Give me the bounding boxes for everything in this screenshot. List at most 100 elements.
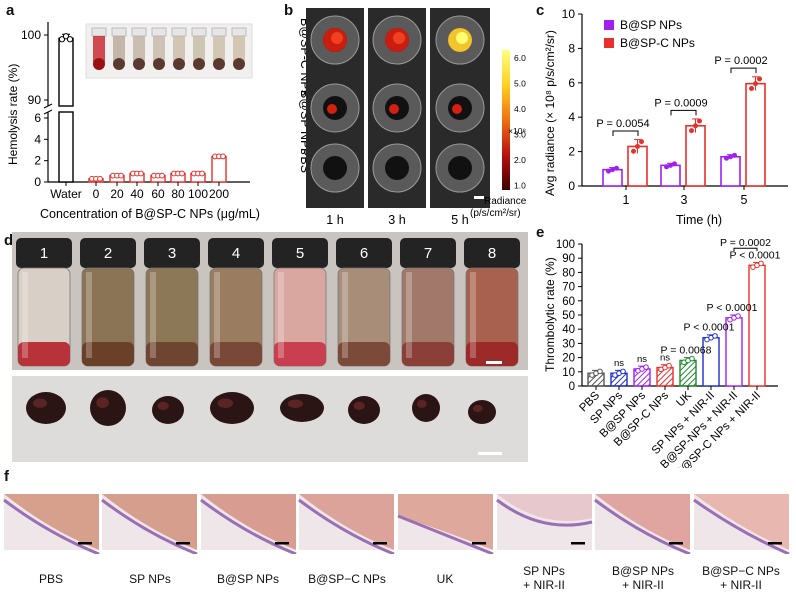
data-point bbox=[643, 364, 649, 370]
bar-thrombolytic bbox=[748, 264, 766, 387]
radiance-signal bbox=[452, 104, 462, 114]
bar-bsp bbox=[660, 164, 681, 187]
scale-bar bbox=[78, 542, 92, 545]
data-point bbox=[735, 313, 741, 319]
tissue-border bbox=[3, 498, 100, 554]
vial-sediment bbox=[402, 342, 454, 366]
scale-bar bbox=[486, 361, 502, 364]
data-point bbox=[97, 175, 103, 182]
data-point bbox=[712, 333, 718, 339]
vial-glare bbox=[342, 272, 348, 358]
radiance-bar-chart: 0 2 4 6 8 10 1 3 5 P = 0.0054 P = 0.0009 P = 0.000… bbox=[543, 7, 788, 227]
colorbar bbox=[502, 50, 510, 190]
x-tick-label: Water bbox=[50, 187, 82, 201]
tube-pellet bbox=[133, 58, 145, 70]
clot bbox=[323, 156, 347, 180]
data-point bbox=[635, 143, 640, 149]
caption-line-1: B@SP NPs bbox=[217, 572, 279, 586]
panel-letter-b: b bbox=[284, 2, 294, 19]
tissue-border bbox=[594, 498, 691, 554]
vial-glare bbox=[214, 272, 220, 358]
clot-highlight bbox=[217, 398, 234, 408]
vial-photo-panel: 1 2 3 4 5 6 7 8 bbox=[12, 232, 528, 462]
vial-glare bbox=[406, 272, 412, 358]
clot-sample bbox=[468, 400, 496, 424]
data-point bbox=[757, 76, 762, 82]
y-tick-label: 6 bbox=[568, 76, 575, 90]
tube-body bbox=[93, 36, 105, 62]
vial-sediment bbox=[338, 342, 390, 366]
tube-body bbox=[153, 36, 165, 62]
tube-pellet bbox=[173, 58, 185, 70]
scale-bar bbox=[275, 542, 289, 545]
vial-sediment bbox=[82, 342, 134, 366]
y-tick-label: 0 bbox=[568, 179, 575, 193]
histology-caption: PBS bbox=[2, 572, 100, 586]
histology-caption: B@SP NPs bbox=[199, 572, 297, 586]
significance-label: P = 0.0068 bbox=[661, 344, 712, 356]
clot-highlight bbox=[416, 399, 427, 408]
clot-sample bbox=[152, 396, 184, 424]
vial-sediment bbox=[146, 342, 198, 366]
y-tick-label: 100 bbox=[556, 239, 575, 251]
y-tick-label: 6 bbox=[34, 111, 41, 125]
tube-pellet bbox=[153, 58, 165, 70]
data-point bbox=[138, 170, 144, 177]
vial-sediment bbox=[466, 342, 518, 366]
tissue-border bbox=[496, 498, 593, 527]
significance-label: P < 0.0001 bbox=[684, 322, 735, 334]
data-point bbox=[732, 152, 737, 158]
clot-sample bbox=[348, 396, 380, 424]
significance-bracket bbox=[670, 109, 697, 116]
data-point bbox=[749, 85, 754, 91]
clot-tissue bbox=[201, 494, 296, 550]
x-tick-label: 40 bbox=[130, 187, 144, 201]
y-tick-label: 10 bbox=[562, 367, 575, 379]
top-p-value: P = 0.0002 bbox=[720, 237, 771, 249]
data-point bbox=[693, 123, 698, 129]
panel-letter-f: f bbox=[4, 468, 9, 485]
tube-cap bbox=[191, 27, 207, 37]
data-point bbox=[614, 165, 619, 171]
data-point bbox=[666, 362, 672, 369]
panel-letter-a: a bbox=[6, 2, 15, 19]
vial-glare bbox=[150, 272, 156, 358]
vial-number: 1 bbox=[40, 245, 48, 262]
histology-caption: B@SP−C NPs + NIR-II bbox=[692, 564, 790, 592]
timepoint-label: 3 h bbox=[388, 213, 405, 227]
significance-label: ns bbox=[637, 354, 647, 365]
radiance-signal bbox=[327, 104, 337, 114]
significance-label: ns bbox=[614, 358, 624, 369]
p-value-label: P = 0.0054 bbox=[596, 118, 649, 130]
p-value-label: P = 0.0002 bbox=[714, 55, 767, 67]
timepoint-label: 5 h bbox=[451, 213, 468, 227]
scale-bar bbox=[669, 542, 683, 545]
histology-caption: SP NPs + NIR-II bbox=[495, 564, 593, 592]
significance-label: P < 0.0001 bbox=[730, 249, 781, 261]
y-tick-label: 90 bbox=[28, 93, 42, 107]
colorbar-tick-label: 2.0 bbox=[514, 155, 526, 165]
data-point bbox=[159, 172, 165, 179]
data-point bbox=[664, 164, 669, 170]
tube-pellet bbox=[193, 58, 205, 70]
vial-glare bbox=[22, 272, 28, 358]
x-tick-label: 20 bbox=[110, 187, 124, 201]
clot-sample bbox=[280, 394, 324, 422]
bar-hemolysis bbox=[211, 155, 227, 183]
p-value-label: P = 0.0009 bbox=[654, 97, 707, 109]
bar-bsp bbox=[720, 155, 741, 187]
tissue-border bbox=[298, 498, 395, 554]
significance-bracket bbox=[730, 67, 757, 74]
caption-line-2: + NIR-II bbox=[622, 578, 664, 592]
clot-tissue bbox=[694, 494, 789, 550]
y-tick-label: 2 bbox=[568, 145, 575, 159]
vial-sediment bbox=[210, 342, 262, 366]
x-tick-label: 1 bbox=[623, 193, 630, 207]
data-point bbox=[724, 155, 729, 161]
radiance-imaging-panel: B@SP-C NPs B@SP NPs PBS 6.05.04.03.02.01… bbox=[298, 8, 527, 227]
vial-cap bbox=[16, 238, 72, 268]
significance-bracket bbox=[612, 130, 639, 136]
tube-cap bbox=[151, 27, 167, 37]
clot-tissue bbox=[398, 494, 493, 550]
